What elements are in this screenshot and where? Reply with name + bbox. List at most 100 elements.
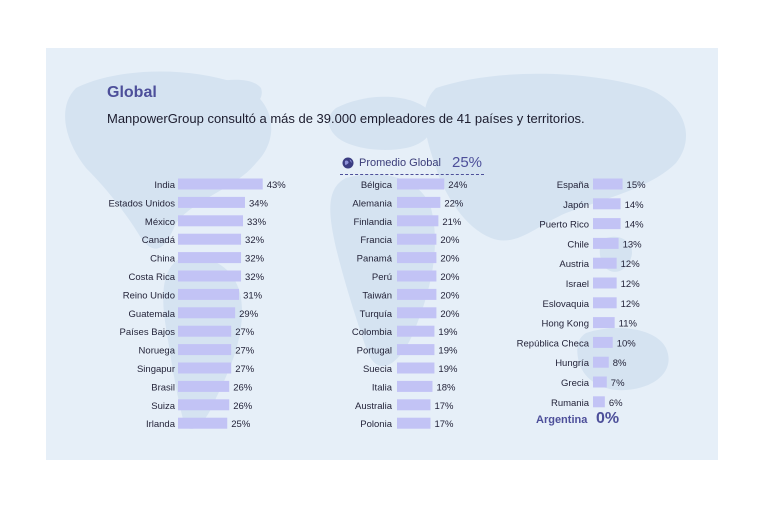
category-label-polonia: Polonia — [360, 419, 392, 430]
category-label-japon: Japón — [563, 200, 589, 211]
value-label-irlanda: 25% — [231, 419, 251, 430]
value-label-costa-rica: 32% — [245, 272, 265, 283]
category-label-china: China — [150, 254, 176, 265]
value-label-israel: 12% — [621, 279, 641, 290]
value-label-suiza: 26% — [233, 401, 253, 412]
bar-canada — [178, 233, 242, 245]
category-label-austria: Austria — [559, 259, 589, 270]
category-label-finlandia: Finlandia — [353, 217, 392, 228]
survey-panel: Global ManpowerGroup consultó a más de 3… — [46, 48, 718, 460]
value-label-rumania: 6% — [609, 398, 623, 409]
bar-estados-unidos — [178, 196, 245, 208]
value-label-reino-unido: 31% — [243, 290, 263, 301]
bar-peru — [397, 270, 437, 282]
value-label-francia: 20% — [440, 235, 460, 246]
page-subtitle: ManpowerGroup consultó a más de 39.000 e… — [107, 111, 585, 126]
bar-grecia — [593, 376, 607, 388]
value-label-china: 32% — [245, 254, 265, 265]
category-label-puerto-rico: Puerto Rico — [539, 220, 589, 231]
category-label-eslovaquia: Eslovaquia — [543, 299, 590, 310]
bar-polonia — [397, 417, 431, 429]
bar-guatemala — [178, 307, 236, 319]
value-label-austria: 12% — [621, 259, 641, 270]
country-bar-charts: India 43% Estados Unidos 34% México 33% Canadá… — [108, 178, 646, 430]
category-label-francia: Francia — [360, 235, 392, 246]
value-label-grecia: 7% — [611, 378, 625, 389]
category-label-paises-bajos: Países Bajos — [120, 327, 176, 338]
highlight-value: 0% — [596, 410, 620, 427]
bar-puerto-rico — [593, 218, 621, 230]
value-label-hungria: 8% — [613, 358, 627, 369]
globe-icon — [342, 157, 354, 169]
global-average: Promedio Global 25% — [340, 154, 484, 175]
bar-belgica — [397, 178, 445, 190]
value-label-hong-kong: 11% — [619, 319, 638, 330]
world-map-background — [65, 71, 686, 429]
bar-singapur — [178, 362, 232, 374]
bar-austria — [593, 257, 617, 269]
category-label-guatemala: Guatemala — [129, 309, 176, 320]
bar-hong-kong — [593, 317, 615, 329]
value-label-finlandia: 21% — [442, 217, 462, 228]
bar-turquia — [397, 307, 437, 319]
bar-rumania — [593, 396, 605, 408]
value-label-suecia: 19% — [438, 364, 458, 375]
category-label-hong-kong: Hong Kong — [541, 319, 589, 330]
bar-irlanda — [178, 417, 228, 429]
category-label-belgica: Bélgica — [361, 180, 393, 191]
value-label-australia: 17% — [434, 401, 454, 412]
category-label-noruega: Noruega — [139, 346, 176, 357]
category-label-taiwan: Taiwán — [362, 290, 392, 301]
bar-taiwan — [397, 288, 437, 300]
bar-israel — [593, 277, 617, 289]
category-label-irlanda: Irlanda — [146, 419, 176, 430]
category-label-suiza: Suiza — [151, 401, 175, 412]
category-label-reino-unido: Reino Unido — [123, 290, 175, 301]
value-label-panama: 20% — [440, 254, 460, 265]
bar-paises-bajos — [178, 325, 232, 337]
bar-italia — [397, 380, 433, 392]
bar-francia — [397, 233, 437, 245]
value-label-republica-checa: 10% — [617, 338, 637, 349]
bar-suecia — [397, 362, 435, 374]
value-label-japon: 14% — [625, 200, 645, 211]
bar-japon — [593, 198, 621, 210]
value-label-india: 43% — [267, 180, 287, 191]
bar-eslovaquia — [593, 297, 617, 309]
value-label-estados-unidos: 34% — [249, 198, 269, 209]
bar-suiza — [178, 399, 230, 411]
bar-noruega — [178, 344, 232, 356]
category-label-canada: Canadá — [142, 235, 176, 246]
value-label-mexico: 33% — [247, 217, 267, 228]
bar-finlandia — [397, 215, 439, 227]
value-label-guatemala: 29% — [239, 309, 259, 320]
value-label-noruega: 27% — [235, 346, 255, 357]
bar-colombia — [397, 325, 435, 337]
category-label-israel: Israel — [566, 279, 589, 290]
category-label-panama: Panamá — [357, 254, 393, 265]
category-label-mexico: México — [145, 217, 175, 228]
highlight-country: Argentina — [536, 414, 588, 426]
value-label-puerto-rico: 14% — [625, 220, 645, 231]
value-label-canada: 32% — [245, 235, 265, 246]
bar-chile — [593, 237, 619, 249]
bar-costa-rica — [178, 270, 242, 282]
global-average-label: Promedio Global — [359, 157, 441, 169]
category-label-rumania: Rumania — [551, 398, 590, 409]
category-label-estados-unidos: Estados Unidos — [108, 198, 175, 209]
value-label-italia: 18% — [436, 382, 456, 393]
bar-reino-unido — [178, 288, 240, 300]
category-label-chile: Chile — [567, 239, 589, 250]
category-label-colombia: Colombia — [352, 327, 393, 338]
bar-republica-checa — [593, 336, 613, 348]
bar-espana — [593, 178, 623, 190]
page-title: Global — [107, 84, 157, 101]
bar-brasil — [178, 380, 230, 392]
bar-india — [178, 178, 263, 190]
value-label-colombia: 19% — [438, 327, 458, 338]
bar-alemania — [397, 196, 441, 208]
category-label-espana: España — [557, 180, 590, 191]
value-label-eslovaquia: 12% — [621, 299, 641, 310]
value-label-polonia: 17% — [434, 419, 454, 430]
category-label-india: India — [154, 180, 175, 191]
